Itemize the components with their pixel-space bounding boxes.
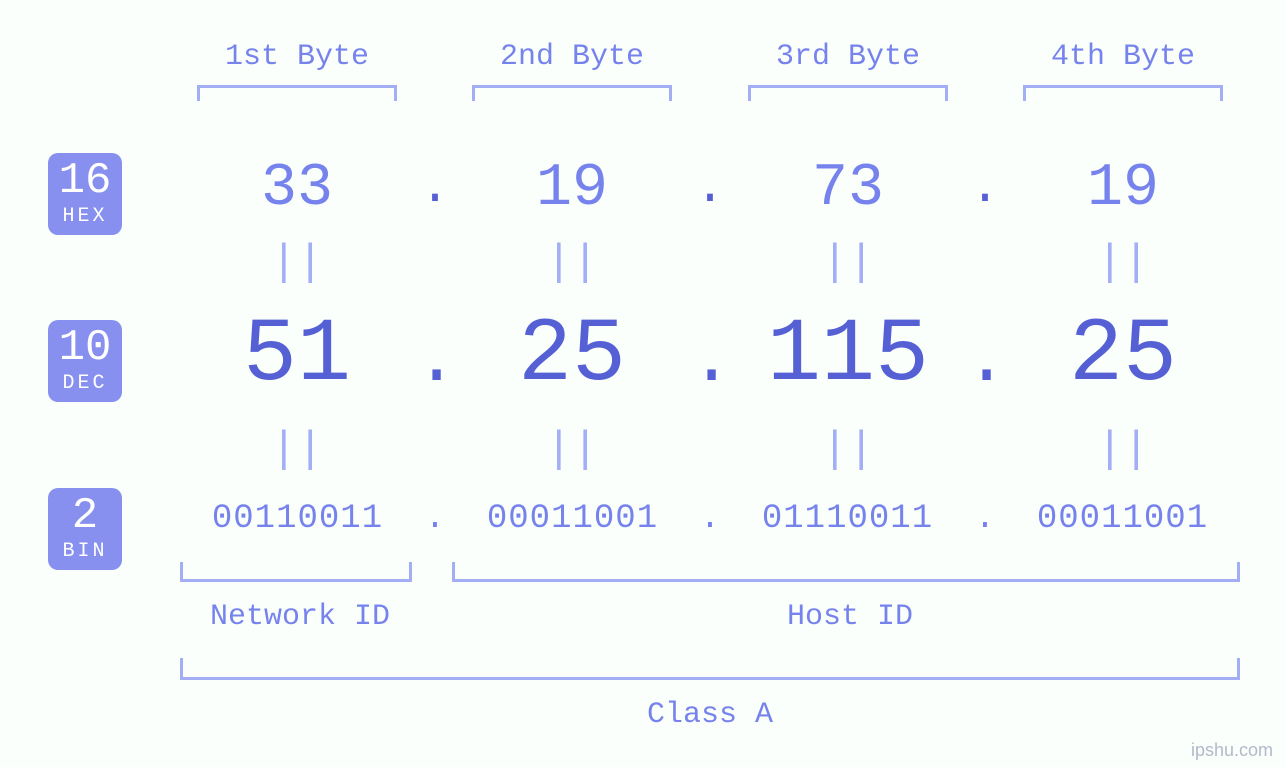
- hex-byte1: 33: [197, 155, 397, 223]
- bin-byte3: 01110011: [730, 500, 965, 538]
- byte4-header: 4th Byte: [1043, 40, 1203, 74]
- bin-byte1: 00110011: [180, 500, 415, 538]
- byte2-bracket: [472, 85, 672, 101]
- host-id-bracket: [452, 562, 1240, 582]
- eq-dec-bin-2: ||: [542, 425, 602, 475]
- host-id-label: Host ID: [770, 600, 930, 634]
- byte1-header: 1st Byte: [217, 40, 377, 74]
- bin-base-num: 2: [72, 494, 98, 538]
- class-bracket: [180, 658, 1240, 680]
- dec-base-label: DEC: [62, 374, 107, 394]
- dec-byte4: 25: [1013, 305, 1233, 407]
- byte4-bracket: [1023, 85, 1223, 101]
- bin-dot-3: .: [970, 500, 1000, 538]
- eq-hex-dec-3: ||: [818, 238, 878, 288]
- dec-base-badge: 10 DEC: [48, 320, 122, 402]
- dec-byte1: 51: [187, 305, 407, 407]
- eq-hex-dec-2: ||: [542, 238, 602, 288]
- hex-dot-2: .: [695, 160, 725, 217]
- class-label: Class A: [630, 698, 790, 732]
- byte1-bracket: [197, 85, 397, 101]
- bin-base-label: BIN: [62, 542, 107, 562]
- dec-dot-3: .: [965, 320, 1005, 402]
- bin-byte2: 00011001: [455, 500, 690, 538]
- bin-byte4: 00011001: [1005, 500, 1240, 538]
- hex-byte3: 73: [748, 155, 948, 223]
- eq-hex-dec-4: ||: [1093, 238, 1153, 288]
- hex-base-label: HEX: [62, 207, 107, 227]
- bin-dot-1: .: [420, 500, 450, 538]
- eq-dec-bin-4: ||: [1093, 425, 1153, 475]
- bin-base-badge: 2 BIN: [48, 488, 122, 570]
- hex-base-num: 16: [59, 159, 112, 203]
- hex-byte4: 19: [1023, 155, 1223, 223]
- byte2-header: 2nd Byte: [492, 40, 652, 74]
- dec-dot-1: .: [415, 320, 455, 402]
- hex-byte2: 19: [472, 155, 672, 223]
- eq-hex-dec-1: ||: [267, 238, 327, 288]
- bin-dot-2: .: [695, 500, 725, 538]
- hex-dot-3: .: [970, 160, 1000, 217]
- eq-dec-bin-1: ||: [267, 425, 327, 475]
- dec-base-num: 10: [59, 326, 112, 370]
- byte3-bracket: [748, 85, 948, 101]
- hex-dot-1: .: [420, 160, 450, 217]
- hex-base-badge: 16 HEX: [48, 153, 122, 235]
- watermark: ipshu.com: [1191, 740, 1273, 761]
- dec-dot-2: .: [690, 320, 730, 402]
- byte3-header: 3rd Byte: [768, 40, 928, 74]
- network-id-bracket: [180, 562, 412, 582]
- eq-dec-bin-3: ||: [818, 425, 878, 475]
- network-id-label: Network ID: [200, 600, 400, 634]
- dec-byte2: 25: [462, 305, 682, 407]
- dec-byte3: 115: [738, 305, 958, 407]
